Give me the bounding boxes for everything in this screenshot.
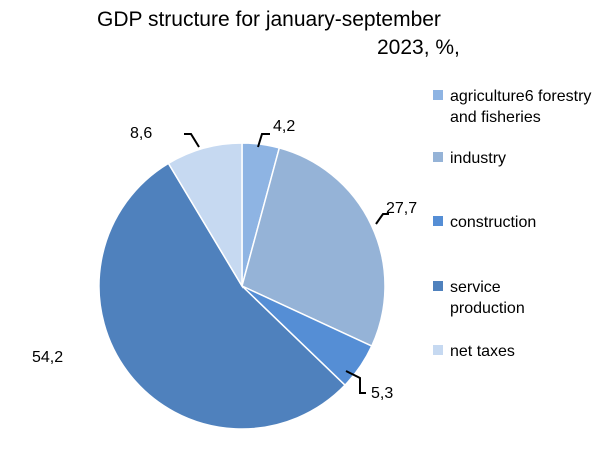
- pie-slices: [98, 142, 386, 430]
- data-label-service-production: 54,2: [32, 349, 63, 366]
- data-labels: 4,2 27,7 5,3 54,2 8,6: [32, 118, 417, 402]
- data-label-net-taxes: 8,6: [130, 125, 152, 142]
- chart-title-line-2: 2023, %,: [377, 36, 460, 59]
- pie-slice-industry: [241, 147, 386, 348]
- legend-swatch-agriculture: [433, 90, 443, 100]
- legend-swatch-service-production: [433, 281, 443, 291]
- pie-slice-net-taxes: [167, 142, 243, 289]
- legend-label-construction: construction: [450, 214, 537, 231]
- legend-swatch-net-taxes: [433, 345, 443, 355]
- legend-label-industry: industry: [450, 150, 507, 167]
- legend-label-agriculture: agriculture6 forestry and fisheries: [450, 88, 592, 126]
- legend-swatch-construction: [433, 216, 443, 226]
- legend-label-service-production: service production: [450, 279, 525, 317]
- leader-line-industry: [375, 213, 389, 225]
- legend-swatch-industry: [433, 152, 443, 162]
- data-label-industry: 27,7: [386, 200, 417, 217]
- data-label-leaders: [184, 133, 389, 394]
- leader-line-agriculture: [257, 133, 270, 148]
- data-label-construction: 5,3: [371, 385, 393, 402]
- chart-title-line-1: GDP structure for january-september: [97, 8, 441, 31]
- legend-label-net-taxes: net taxes: [450, 343, 515, 360]
- data-label-agriculture: 4,2: [273, 118, 295, 135]
- pie-slice-service-production: [98, 162, 347, 430]
- leader-line-construction: [345, 370, 366, 394]
- leader-line-net-taxes: [184, 133, 200, 148]
